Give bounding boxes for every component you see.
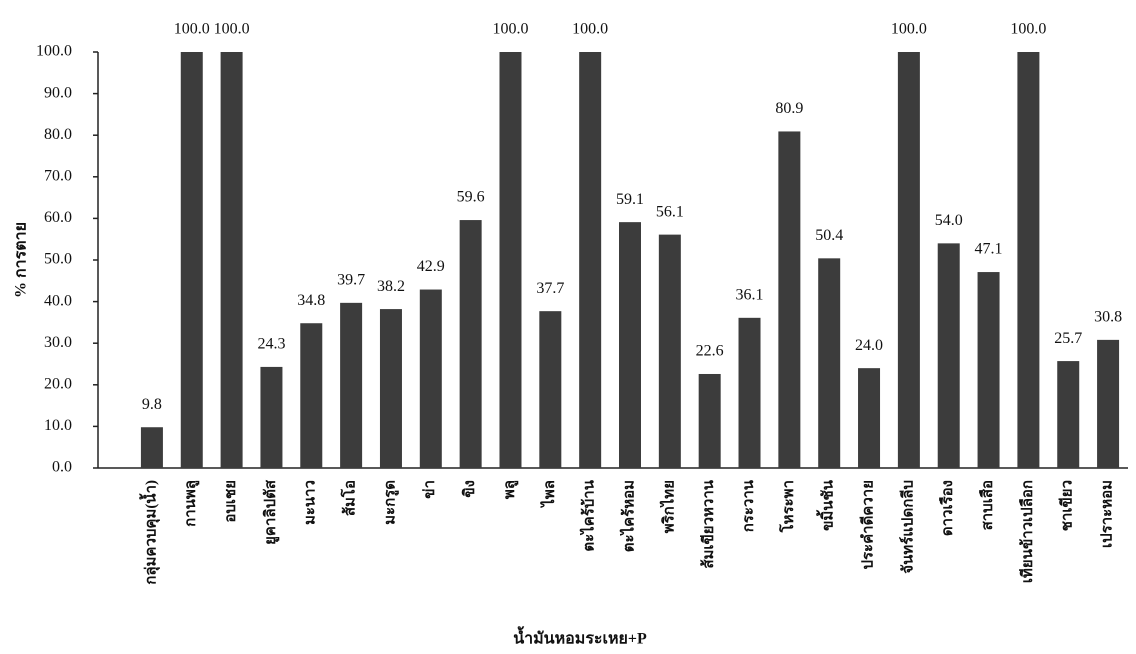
value-label: 22.6	[696, 343, 724, 360]
bar	[1097, 340, 1119, 468]
bar	[938, 243, 960, 468]
value-label: 56.1	[656, 203, 684, 220]
y-tick-label: 20.0	[44, 375, 72, 392]
x-tick-label: ตะไคร้บ้าน	[579, 479, 598, 551]
x-tick-label: ตะไคร้หอม	[618, 480, 637, 552]
value-label: 24.0	[855, 337, 883, 354]
value-label: 100.0	[572, 21, 608, 38]
x-tick-label: ข่า	[421, 480, 438, 499]
bar	[1057, 361, 1079, 468]
x-tick-label: ประคำดีควาย	[859, 480, 876, 570]
bar	[420, 290, 442, 468]
value-label: 54.0	[935, 212, 963, 229]
y-axis-title: % การตาย	[13, 222, 30, 298]
value-label: 25.7	[1054, 330, 1082, 347]
bar	[181, 52, 203, 468]
y-tick-label: 30.0	[44, 334, 72, 351]
value-label: 100.0	[214, 21, 250, 38]
bar	[699, 374, 721, 468]
x-tick-label: กานพลู	[183, 480, 200, 527]
bar	[300, 323, 322, 468]
bar	[499, 52, 521, 468]
value-label: 30.8	[1094, 309, 1122, 326]
y-tick-label: 100.0	[36, 43, 72, 60]
x-tick-label: พริกไทย	[658, 480, 677, 533]
value-label: 9.8	[142, 396, 162, 413]
y-tick-label: 10.0	[44, 417, 72, 434]
value-label: 37.7	[536, 280, 564, 297]
bar	[1017, 52, 1039, 468]
bar	[141, 427, 163, 468]
value-label: 38.2	[377, 278, 405, 295]
x-tick-label: กลุ่มควบคุม(น้ำ)	[138, 480, 160, 585]
value-label: 59.6	[457, 189, 485, 206]
value-label: 36.1	[736, 286, 764, 303]
x-axis-title: น้ำมันหอมระเหย+P	[513, 626, 647, 648]
value-label: 100.0	[174, 21, 210, 38]
x-tick-label: ชาเขียว	[1059, 480, 1076, 531]
bar	[978, 272, 1000, 468]
x-tick-label: ขิง	[460, 480, 478, 498]
x-tick-label: ส้มโอ	[340, 480, 359, 516]
bar	[739, 318, 761, 468]
x-tick-label: ขมิ้นชัน	[816, 479, 837, 531]
bar	[221, 52, 243, 468]
y-tick-label: 90.0	[44, 84, 72, 101]
bar	[898, 52, 920, 468]
x-tick-label: จันทร์แปดกลีบ	[898, 480, 916, 574]
bar	[539, 311, 561, 468]
value-label: 47.1	[975, 241, 1003, 258]
bar	[380, 309, 402, 468]
value-label: 39.7	[337, 272, 365, 289]
bar	[818, 258, 840, 468]
y-tick-label: 50.0	[44, 251, 72, 268]
x-tick-label: เทียนข้าวเปลือก	[1019, 480, 1036, 583]
x-tick-label: อบเชย	[223, 480, 239, 523]
bar	[460, 220, 482, 468]
x-tick-label: โหระพา	[778, 480, 797, 533]
x-tick-label: มะนาว	[303, 480, 319, 525]
value-label: 100.0	[1010, 21, 1046, 38]
y-tick-label: 70.0	[44, 167, 72, 184]
bar	[858, 368, 880, 468]
bar	[579, 52, 601, 468]
bar	[260, 367, 282, 468]
x-tick-label: มะกรูด	[382, 480, 399, 525]
bar	[659, 235, 681, 468]
value-label: 24.3	[257, 336, 285, 353]
x-tick-label: พลู	[502, 480, 519, 499]
x-tick-label: สาบเสือ	[979, 480, 996, 530]
x-tick-label: ไพล	[539, 480, 558, 509]
x-tick-label: ดาวเรือง	[939, 480, 956, 536]
x-tick-label: เปราะหอม	[1100, 480, 1116, 548]
x-tick-label: ยูคาลิปตัส	[261, 479, 280, 545]
chart: % การตาย น้ำมันหอมระเหย+P 0.0 10.0 20.0 30.…	[0, 0, 1136, 654]
value-label: 80.9	[775, 100, 803, 117]
y-tick-label: 0.0	[52, 459, 72, 476]
value-label: 100.0	[891, 21, 927, 38]
value-label: 59.1	[616, 191, 644, 208]
value-label: 42.9	[417, 258, 445, 275]
bar	[619, 222, 641, 468]
value-label: 100.0	[492, 21, 528, 38]
x-tick-label: ส้มเขียวหวาน	[700, 479, 717, 568]
bar	[778, 131, 800, 468]
y-tick-label: 60.0	[44, 209, 72, 226]
value-label: 34.8	[297, 292, 325, 309]
x-tick-label: กระวาน	[741, 479, 757, 532]
y-tick-label: 40.0	[44, 292, 72, 309]
value-label: 50.4	[815, 227, 843, 244]
bar	[340, 303, 362, 468]
y-tick-label: 80.0	[44, 126, 72, 143]
